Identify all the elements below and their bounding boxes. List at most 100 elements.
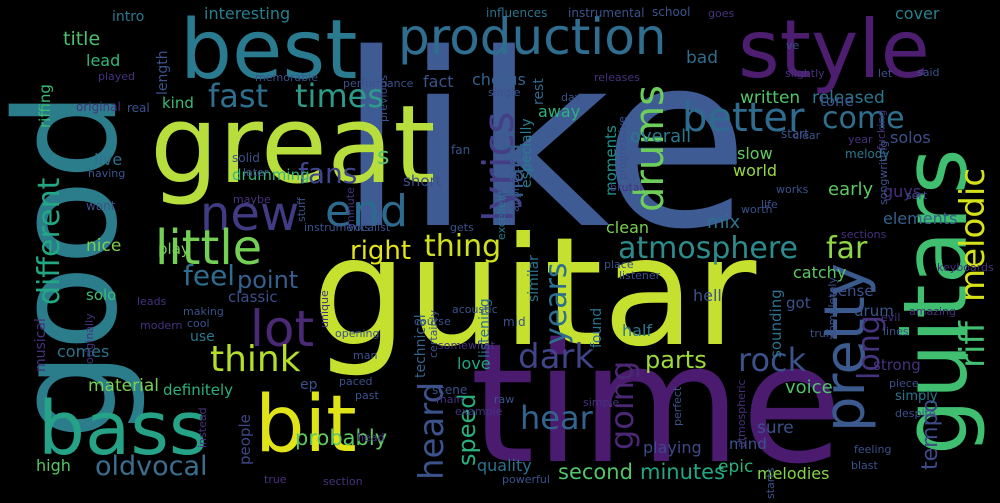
word-school: school [652,5,691,19]
word-times: times [295,77,384,115]
word-style: style [738,3,930,96]
word-rock: rock [738,341,807,379]
word-time: time [470,308,843,500]
word-guys: guys [883,182,922,201]
word-mix: mix [707,212,741,233]
word-kind: kind [162,94,194,112]
word-fact: fact [423,72,454,91]
word-solo: solo [86,286,117,304]
word-play: play [158,240,190,258]
word-real: real [127,101,150,115]
word-riffing: riffing [36,84,54,128]
word-away: away [538,102,581,121]
word-works: works [776,183,809,196]
word-high: high [36,456,71,475]
word-truly: truly [810,327,836,340]
word-lines: lines [883,325,909,338]
word-length: length [155,50,171,95]
word-mid: mid [503,315,526,329]
word-melodies: melodies [757,464,830,483]
word-point: point [237,266,299,294]
word-interesting: interesting [204,4,291,23]
word-playing: playing [643,438,702,457]
word-later: later [243,166,269,179]
word-scene: scene [432,383,468,397]
word-love: love [457,354,491,373]
word-approach: approach [509,160,522,212]
word-world: world [733,161,778,180]
word-bit: bit [255,380,357,470]
word-originally: originally [83,313,96,364]
word-come: come [822,101,905,136]
word-drumming: drumming [232,166,310,184]
word-let: let [878,67,893,80]
word-ep: ep [300,377,318,393]
word-chorus: chorus [472,70,526,89]
word-played: played [98,70,136,83]
word-cool: cool [187,317,210,330]
word-classic: classic [228,288,278,306]
word-material: material [88,376,159,396]
word-riff: riff [953,321,993,368]
word-lead: lead [86,51,121,70]
word-simple: simple [583,396,620,409]
word-opening: opening [335,327,380,340]
word-atmospheric: atmospheric [735,379,748,448]
word-slightly: slightly [785,67,825,80]
word-sounding: sounding [767,289,785,358]
word-tone: tone [820,92,854,110]
word-second: second [558,460,633,484]
word-right: right [350,236,412,266]
word-excellent: excellent [495,190,508,240]
word-minutes: minutes [640,460,726,484]
word-hell: hell [693,286,722,305]
word-head: head [357,431,385,444]
word-stuff: stuff [295,197,308,222]
word-production: production [398,8,667,66]
word-brutal: brutal [610,181,643,194]
word-half: half [622,321,653,340]
word-making: making [183,305,224,318]
word-drum: drum [854,302,894,320]
word-simply: simply [895,389,938,404]
word-life: life [761,198,778,211]
word-clean: clean [606,218,650,237]
word-sort: sort [906,189,928,202]
word-live: live [94,150,123,169]
word-great: great [150,83,436,208]
word-different: different [32,177,67,305]
word-people: people [236,414,254,465]
word-solid: solid [232,151,260,165]
word-progressive: progressive [616,116,629,180]
word-catchy: catchy [793,263,847,282]
word-instruments: instruments [304,221,371,234]
word-fast: fast [208,77,269,115]
word-sections: sections [841,228,887,241]
word-performance: performance [343,77,414,90]
word-worth: worth [741,203,773,216]
word-single: single [488,86,521,99]
word-minute: minute [344,187,357,226]
word-amazing: amazing [909,305,956,318]
word-ve: ve [786,39,800,52]
word-year: year [848,133,873,146]
word-vocalist: vocalist [348,221,391,234]
word-bass: bass [38,386,208,472]
word-hear: hear [520,399,593,437]
word-lot: lot [250,300,315,358]
word-raw: raw [494,393,515,406]
word-past: past [355,389,379,402]
word-like: like [338,2,750,282]
word-despite: despite [895,407,936,420]
word-leads: leads [137,295,167,308]
word-best: best [180,3,358,98]
word-new: new [200,186,300,242]
word-years: years [539,262,574,345]
word-released: released [812,88,885,108]
word-instrumental: instrumental [568,6,645,20]
word-perfect: perfect [671,386,684,426]
word-start: start [781,127,809,141]
word-section: section [323,475,363,488]
word-got: got [786,294,811,312]
